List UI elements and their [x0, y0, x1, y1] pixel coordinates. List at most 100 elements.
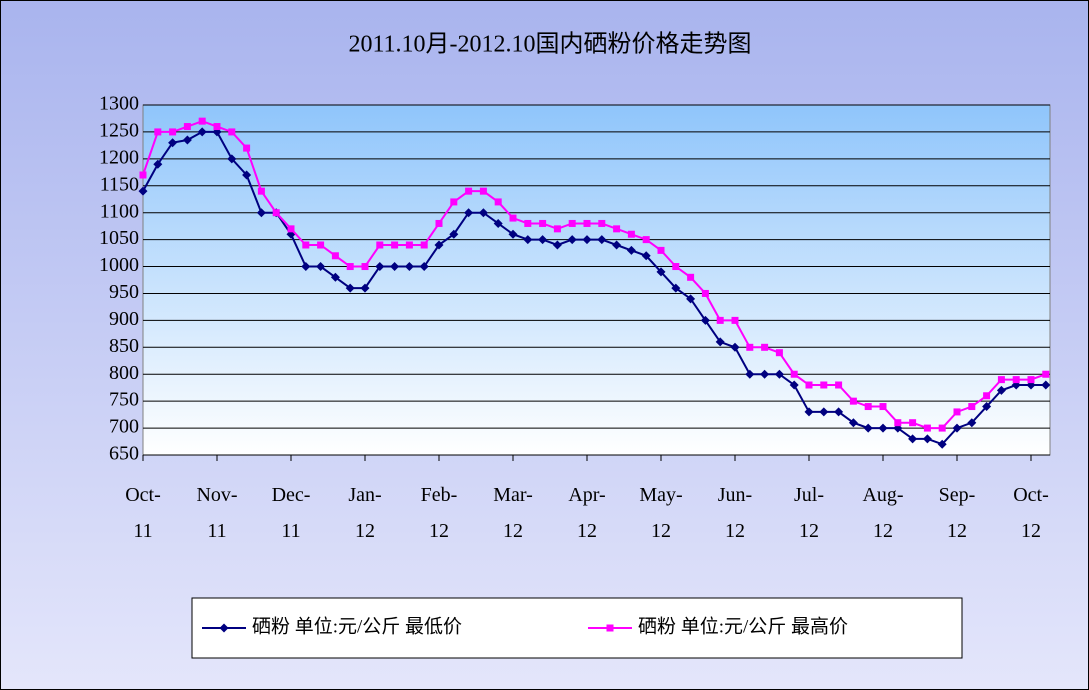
y-tick-label: 1300: [99, 93, 139, 115]
legend-marker: [219, 623, 229, 633]
data-point: [968, 403, 976, 411]
data-point: [464, 208, 474, 218]
data-point: [317, 241, 325, 249]
data-point: [937, 439, 947, 449]
x-tick-label: Jan-12: [348, 484, 381, 542]
x-tick-label: Sep-12: [939, 484, 976, 542]
data-point: [953, 408, 961, 416]
data-point: [641, 251, 651, 261]
data-point: [864, 403, 872, 411]
data-point: [256, 208, 266, 218]
data-point: [642, 236, 650, 244]
data-point: [538, 235, 548, 245]
data-point: [508, 229, 518, 239]
x-tick-label: Dec-11: [272, 484, 311, 542]
data-point: [761, 343, 769, 351]
data-point: [478, 208, 488, 218]
data-point: [687, 273, 695, 281]
data-point: [671, 283, 681, 293]
data-point: [716, 316, 724, 324]
data-point: [982, 402, 992, 412]
data-point: [672, 263, 680, 271]
data-point: [598, 219, 606, 227]
x-tick-label: Nov-11: [196, 484, 237, 542]
data-point: [316, 262, 326, 272]
data-point: [613, 225, 621, 233]
data-point: [626, 245, 636, 255]
data-point: [287, 225, 295, 233]
data-point: [701, 289, 709, 297]
data-point: [391, 241, 399, 249]
data-point: [997, 376, 1005, 384]
chart-title: 2011.10月-2012.10国内硒粉价格走势图: [348, 31, 751, 58]
data-point: [404, 262, 414, 272]
data-point: [1027, 376, 1035, 384]
data-point: [612, 240, 622, 250]
data-point: [967, 418, 977, 428]
data-point: [552, 240, 562, 250]
y-tick-label: 800: [109, 362, 139, 384]
data-point: [597, 235, 607, 245]
data-point: [774, 369, 784, 379]
data-point: [568, 219, 576, 227]
y-tick-label: 1050: [99, 227, 139, 249]
data-point: [582, 235, 592, 245]
y-tick-label: 950: [109, 281, 139, 303]
data-point: [983, 392, 991, 400]
data-point: [182, 135, 192, 145]
data-point: [1042, 370, 1050, 378]
data-point: [848, 418, 858, 428]
y-tick-label: 1100: [100, 200, 139, 222]
data-point: [539, 219, 547, 227]
data-point: [301, 262, 311, 272]
data-point: [154, 128, 162, 136]
y-tick-label: 750: [109, 389, 139, 411]
data-point: [197, 127, 207, 137]
data-point: [627, 230, 635, 238]
x-tick-label: Oct-12: [1013, 484, 1049, 542]
data-point: [346, 263, 354, 271]
y-tick-label: 1150: [100, 173, 139, 195]
data-point: [789, 380, 799, 390]
data-point: [153, 159, 163, 169]
data-point: [434, 240, 444, 250]
data-point: [760, 369, 770, 379]
data-point: [272, 209, 280, 217]
data-point: [730, 342, 740, 352]
data-point: [909, 419, 917, 427]
data-point: [390, 262, 400, 272]
data-point: [169, 128, 177, 136]
x-tick-label: Jun-12: [718, 484, 752, 542]
x-tick-label: May-12: [639, 484, 682, 542]
data-point: [242, 170, 252, 180]
data-point: [923, 424, 931, 432]
x-tick-label: Feb-12: [421, 484, 458, 542]
data-point: [819, 407, 829, 417]
data-point: [731, 316, 739, 324]
data-point: [996, 385, 1006, 395]
data-point: [228, 128, 236, 136]
data-point: [656, 267, 666, 277]
data-point: [450, 198, 458, 206]
data-point: [583, 219, 591, 227]
data-point: [878, 423, 888, 433]
data-point: [805, 381, 813, 389]
data-point: [700, 315, 710, 325]
data-point: [330, 272, 340, 282]
data-point: [213, 123, 221, 131]
data-point: [922, 434, 932, 444]
data-point: [715, 337, 725, 347]
y-tick-label: 1250: [99, 120, 139, 142]
data-point: [553, 225, 561, 233]
data-point: [449, 229, 459, 239]
data-point: [657, 246, 665, 254]
data-point: [523, 235, 533, 245]
data-point: [227, 154, 237, 164]
plot-area: [142, 104, 1051, 456]
data-point: [938, 424, 946, 432]
data-point: [494, 198, 502, 206]
data-point: [835, 381, 843, 389]
y-tick-label: 1200: [99, 146, 139, 168]
x-tick-label: Apr-12: [568, 484, 605, 542]
